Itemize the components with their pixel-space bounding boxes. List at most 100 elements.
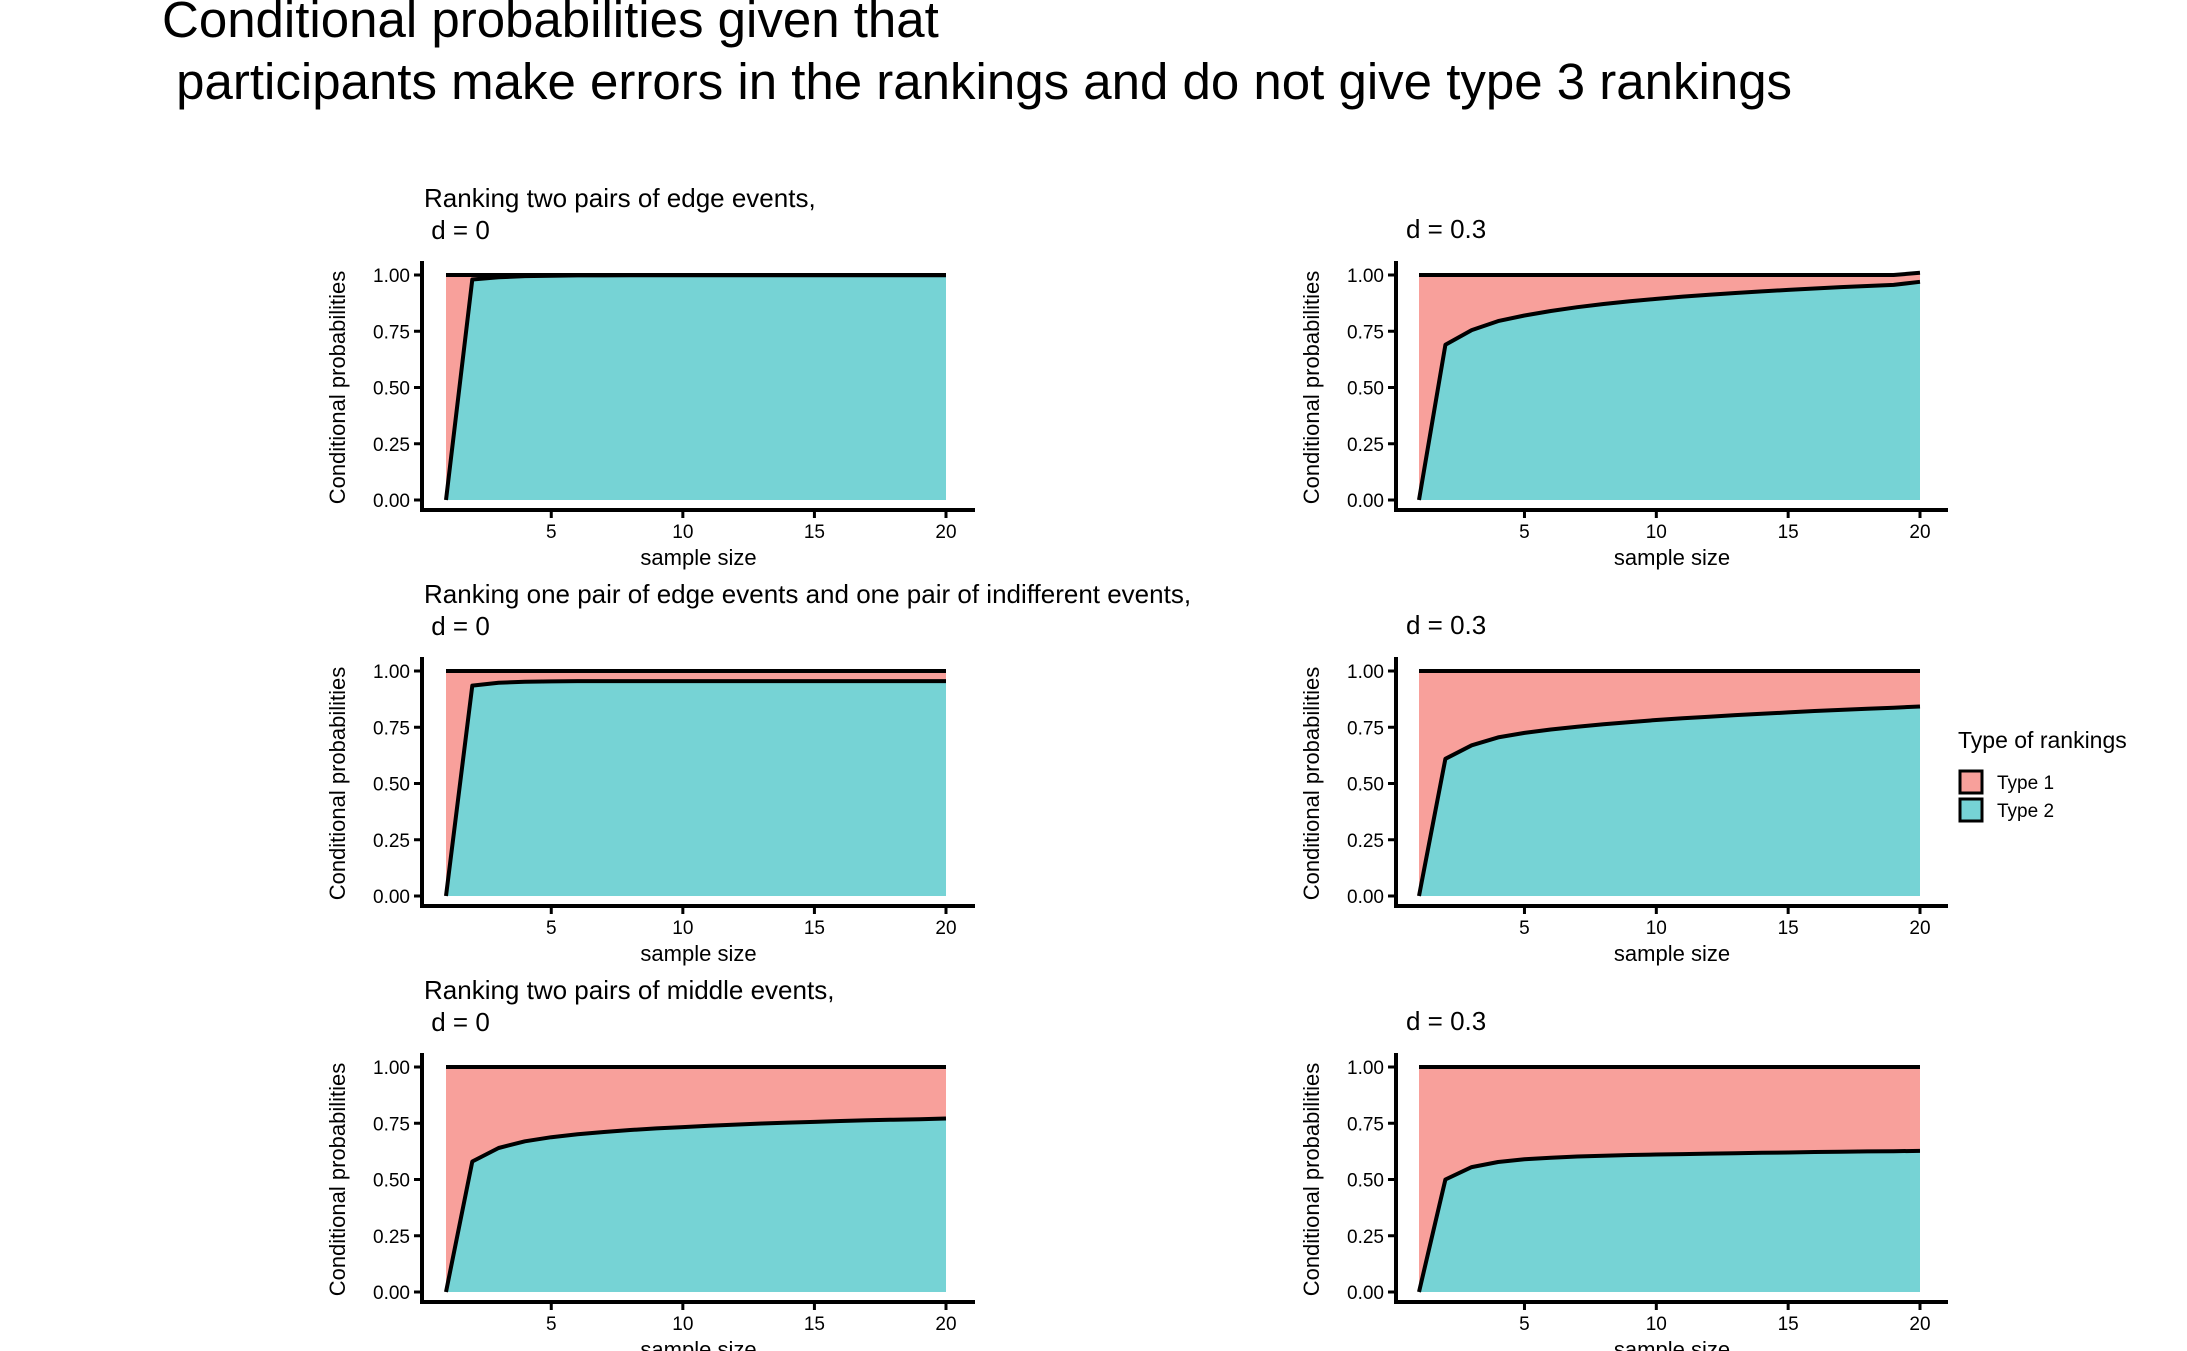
y-tick-label: 0.25 (1347, 831, 1384, 852)
x-tick-label: 5 (1519, 1314, 1530, 1335)
x-tick-label: 10 (1646, 918, 1667, 939)
y-tick-label: 0.00 (1347, 491, 1384, 512)
x-tick-label: 20 (935, 522, 956, 543)
y-axis-title: Conditional probabilities (325, 1063, 350, 1297)
y-axis-title: Conditional probabilities (325, 667, 350, 901)
main-title: Conditional probabilities given that par… (162, 0, 1792, 110)
x-tick-label: 5 (1519, 522, 1530, 543)
legend-label: Type 1 (1997, 773, 2054, 794)
y-tick-label: 0.75 (373, 1114, 410, 1135)
panel-6: d = 0.3 0.00 0.25 0.50 0.75 1.00 5 10 15 20 sample… (1299, 1006, 1948, 1351)
panel-title: Ranking two pairs of middle events, d = … (424, 975, 834, 1037)
y-tick-label: 0.50 (1347, 379, 1384, 400)
x-axis-title: sample size (1614, 1337, 1730, 1351)
panel-title: d = 0.3 (1406, 610, 1486, 640)
y-tick-label: 0.25 (1347, 1227, 1384, 1248)
x-tick-label: 15 (1778, 522, 1799, 543)
area-type-2 (446, 275, 946, 500)
x-tick-label: 20 (935, 918, 956, 939)
line-type-boundary (444, 1116, 947, 1293)
x-axis-title: sample size (640, 545, 756, 570)
y-tick-label: 0.00 (1347, 887, 1384, 908)
x-tick-label: 5 (1519, 918, 1530, 939)
legend-label: Type 2 (1997, 801, 2054, 822)
x-tick-label: 20 (1909, 1314, 1930, 1335)
line-type-boundary (444, 273, 946, 501)
line-type-boundary (1417, 704, 1921, 897)
area-type-2 (1419, 1150, 1920, 1292)
area-type-2 (446, 1118, 946, 1292)
panel-4: d = 0.3 0.00 0.25 0.50 0.75 1.00 5 10 15 20 sample… (1299, 610, 1948, 966)
y-tick-label: 0.00 (373, 887, 410, 908)
x-tick-label: 15 (1778, 918, 1799, 939)
x-tick-label: 20 (935, 1314, 956, 1335)
legend: Type of rankings Type 1 Type 2 (1958, 727, 2127, 823)
x-axis-title: sample size (640, 941, 756, 966)
line-type-boundary (1417, 279, 1921, 501)
y-tick-label: 0.25 (373, 1227, 410, 1248)
x-tick-label: 15 (804, 1314, 825, 1335)
panel-1: Ranking two pairs of edge events, d = 0 0… (325, 183, 975, 570)
panel-title: Ranking one pair of edge events and one … (424, 579, 1191, 641)
panel-5: Ranking two pairs of middle events, d = … (325, 975, 975, 1351)
y-tick-label: 0.75 (373, 322, 410, 343)
x-tick-label: 20 (1909, 918, 1930, 939)
y-tick-label: 1.00 (1347, 266, 1384, 287)
area-type-1 (1419, 1067, 1920, 1292)
y-tick-label: 0.50 (373, 1171, 410, 1192)
panel-2: d = 0.3 0.00 0.25 0.50 0.75 1.00 5 10 15 20 sample… (1299, 214, 1948, 570)
y-tick-label: 1.00 (373, 1058, 410, 1079)
area-type-2 (1419, 706, 1920, 896)
x-tick-label: 15 (804, 522, 825, 543)
y-tick-label: 0.50 (373, 379, 410, 400)
legend-swatch (1958, 797, 1984, 823)
y-tick-label: 0.50 (373, 775, 410, 796)
area-type-1 (1419, 272, 1920, 500)
y-tick-label: 1.00 (1347, 1058, 1384, 1079)
panel-title: Ranking two pairs of edge events, d = 0 (424, 183, 816, 245)
y-tick-label: 0.75 (1347, 1114, 1384, 1135)
y-tick-label: 0.00 (1347, 1283, 1384, 1304)
x-axis-title: sample size (1614, 545, 1730, 570)
y-tick-label: 0.00 (373, 1283, 410, 1304)
y-axis-title: Conditional probabilities (1299, 271, 1324, 505)
y-axis-title: Conditional probabilities (1299, 667, 1324, 901)
x-tick-label: 10 (1646, 522, 1667, 543)
y-tick-label: 0.50 (1347, 775, 1384, 796)
x-tick-label: 10 (1646, 1314, 1667, 1335)
x-tick-label: 10 (672, 918, 693, 939)
line-type-boundary (1417, 1148, 1921, 1293)
area-type-2 (1419, 281, 1920, 500)
y-tick-label: 0.00 (373, 491, 410, 512)
panels: Ranking two pairs of edge events, d = 0 0… (325, 183, 1948, 1351)
y-tick-label: 0.75 (1347, 718, 1384, 739)
panel-title: d = 0.3 (1406, 1006, 1486, 1036)
y-tick-label: 0.25 (1347, 435, 1384, 456)
line-top (1419, 270, 1921, 277)
y-tick-label: 0.75 (1347, 322, 1384, 343)
area-type-1 (1419, 671, 1920, 896)
line-type-boundary (444, 679, 946, 897)
x-tick-label: 5 (546, 522, 557, 543)
x-axis-title: sample size (1614, 941, 1730, 966)
x-tick-label: 10 (672, 522, 693, 543)
y-tick-label: 0.25 (373, 831, 410, 852)
x-axis-title: sample size (640, 1337, 756, 1351)
y-tick-label: 1.00 (1347, 662, 1384, 683)
y-axis-title: Conditional probabilities (1299, 1063, 1324, 1297)
y-tick-label: 0.50 (1347, 1171, 1384, 1192)
y-tick-label: 0.75 (373, 718, 410, 739)
y-tick-label: 1.00 (373, 266, 410, 287)
area-type-1 (446, 1067, 946, 1292)
x-tick-label: 5 (546, 1314, 557, 1335)
y-axis-title: Conditional probabilities (325, 271, 350, 505)
y-tick-label: 0.25 (373, 435, 410, 456)
x-tick-label: 5 (546, 918, 557, 939)
legend-swatch (1958, 769, 1984, 795)
y-tick-label: 1.00 (373, 662, 410, 683)
x-tick-label: 20 (1909, 522, 1930, 543)
legend-title: Type of rankings (1958, 727, 2127, 753)
panel-3: Ranking one pair of edge events and one … (325, 579, 1191, 966)
area-type-2 (446, 681, 946, 896)
